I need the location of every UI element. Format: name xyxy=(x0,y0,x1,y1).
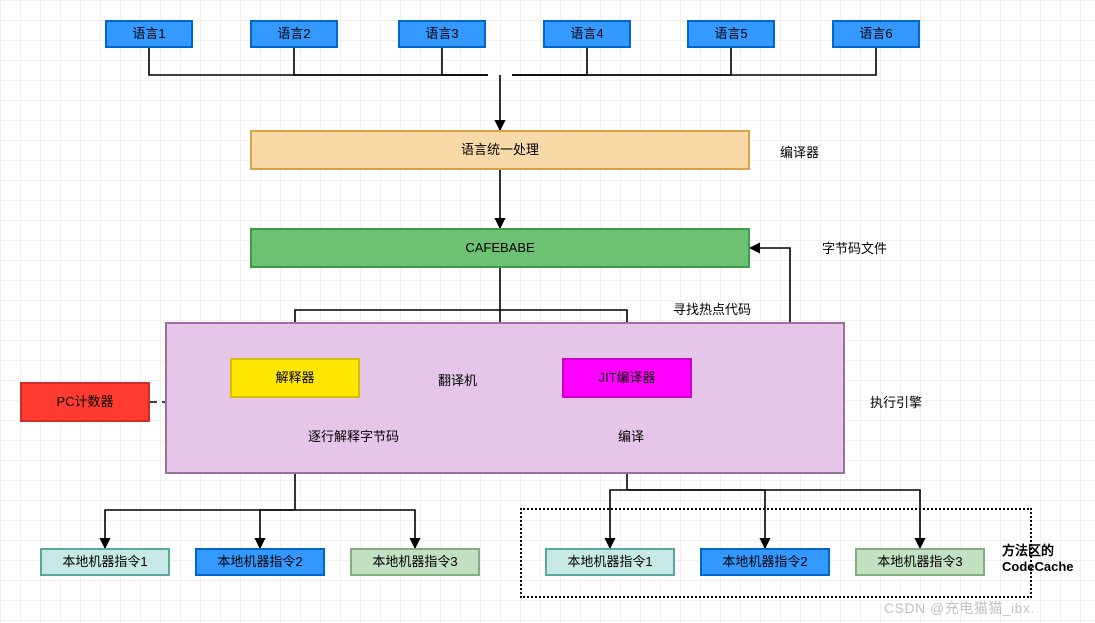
cafebabe-label: CAFEBABE xyxy=(465,240,534,256)
jit-node: JIT编译器 xyxy=(562,358,692,398)
translator-label: 翻译机 xyxy=(438,370,477,389)
codecache-label: 方法区的 CodeCache xyxy=(1002,540,1074,574)
instrB1-node: 本地机器指令1 xyxy=(545,548,675,576)
instrA2-node: 本地机器指令2 xyxy=(195,548,325,576)
compile-label: 编译 xyxy=(618,426,644,445)
interpreter-label: 解释器 xyxy=(275,370,314,386)
interpreter-node: 解释器 xyxy=(230,358,360,398)
engine-container xyxy=(165,322,845,474)
instrA3-node: 本地机器指令3 xyxy=(350,548,480,576)
pc-label: PC计数器 xyxy=(56,394,113,410)
instrB2-label: 本地机器指令2 xyxy=(722,554,807,570)
instrB3-node: 本地机器指令3 xyxy=(855,548,985,576)
lang2-node: 语言2 xyxy=(250,20,338,48)
bytecode-label: 字节码文件 xyxy=(822,238,887,257)
hotspot-label: 寻找热点代码 xyxy=(673,299,751,318)
jit-label: JIT编译器 xyxy=(598,370,655,386)
unify-label: 语言统一处理 xyxy=(461,142,539,158)
instrB2-node: 本地机器指令2 xyxy=(700,548,830,576)
lang6-label: 语言6 xyxy=(859,26,892,42)
instrA2-label: 本地机器指令2 xyxy=(217,554,302,570)
lang5-node: 语言5 xyxy=(687,20,775,48)
lang6-node: 语言6 xyxy=(832,20,920,48)
lang2-label: 语言2 xyxy=(277,26,310,42)
lang1-label: 语言1 xyxy=(132,26,165,42)
instrA1-node: 本地机器指令1 xyxy=(40,548,170,576)
lang1-node: 语言1 xyxy=(105,20,193,48)
compiler-label: 编译器 xyxy=(780,142,819,161)
cafebabe-node: CAFEBABE xyxy=(250,228,750,268)
lang4-label: 语言4 xyxy=(570,26,603,42)
instrB3-label: 本地机器指令3 xyxy=(877,554,962,570)
lang5-label: 语言5 xyxy=(714,26,747,42)
perline-label: 逐行解释字节码 xyxy=(308,426,399,445)
lang3-node: 语言3 xyxy=(398,20,486,48)
lang3-label: 语言3 xyxy=(425,26,458,42)
instrB1-label: 本地机器指令1 xyxy=(567,554,652,570)
instrA1-label: 本地机器指令1 xyxy=(62,554,147,570)
pc-node: PC计数器 xyxy=(20,382,150,422)
watermark: CSDN @充电猫猫_ibx. xyxy=(884,598,1035,618)
engine-label: 执行引擎 xyxy=(870,392,922,411)
unify-node: 语言统一处理 xyxy=(250,130,750,170)
lang4-node: 语言4 xyxy=(543,20,631,48)
instrA3-label: 本地机器指令3 xyxy=(372,554,457,570)
